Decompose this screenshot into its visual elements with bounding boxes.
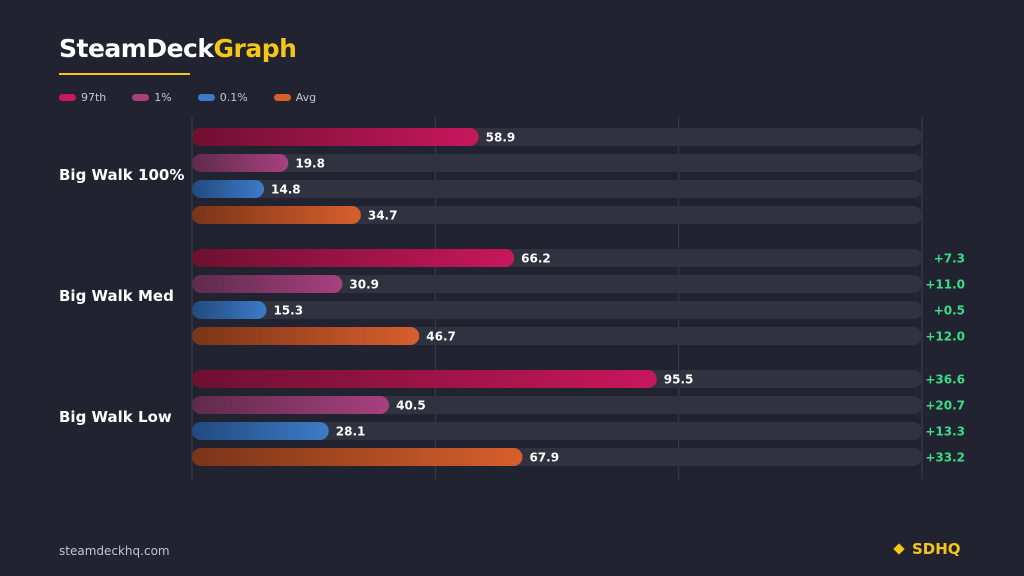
- bar-97th-big-walk-100: [192, 128, 479, 146]
- legend-swatch-97th: [59, 94, 76, 101]
- footer-website: steamdeckhq.com: [59, 544, 170, 558]
- legend-swatch-1pct: [132, 94, 150, 101]
- legend-item-01pct: 0.1%: [197, 91, 248, 104]
- delta-label: +12.0: [925, 330, 965, 344]
- value-label: 15.3: [273, 304, 303, 318]
- bar-97th-big-walk-low: [192, 370, 657, 388]
- value-label: 30.9: [349, 278, 379, 292]
- bar-track: [192, 301, 922, 319]
- bar-track: [192, 206, 922, 224]
- value-label: 95.5: [664, 373, 694, 387]
- legend-swatch-01pct: [197, 94, 215, 101]
- value-label: 40.5: [396, 399, 426, 413]
- delta-label: +20.7: [925, 399, 965, 413]
- bar-track: [192, 422, 922, 440]
- bar-track: [192, 180, 922, 198]
- legend-swatch-avg: [273, 94, 291, 101]
- legend-label-avg: Avg: [295, 91, 317, 104]
- delta-label: +33.2: [925, 451, 965, 465]
- delta-label: +0.5: [934, 304, 965, 318]
- bar-97th-big-walk-med: [192, 249, 515, 267]
- bar-avg-big-walk-low: [192, 448, 523, 466]
- bar-1-big-walk-low: [192, 396, 390, 414]
- diamond-icon: [893, 543, 905, 555]
- value-label: 28.1: [336, 425, 366, 439]
- bar-avg-big-walk-100: [192, 206, 361, 224]
- value-label: 14.8: [271, 183, 301, 197]
- category-label-big-walk-med: Big Walk Med: [59, 287, 174, 305]
- delta-label: +7.3: [934, 252, 965, 266]
- bar-1-big-walk-med: [192, 275, 343, 293]
- legend-label-01pct: 0.1%: [219, 91, 248, 104]
- bar-1-big-walk-100: [192, 154, 289, 172]
- legend-label-97th: 97th: [81, 91, 107, 104]
- bar-track: [192, 154, 922, 172]
- brand-logo: SDHQ: [893, 540, 961, 558]
- title-underline: [59, 73, 190, 75]
- bar-track: [192, 275, 922, 293]
- delta-label: +11.0: [925, 278, 965, 292]
- legend-item-1pct: 1%: [132, 91, 172, 104]
- legend-item-97th: 97th: [59, 91, 106, 104]
- bar-0-1-big-walk-med: [192, 301, 267, 319]
- bar-0-1-big-walk-100: [192, 180, 265, 198]
- chart-title: SteamDeckGraph: [59, 34, 297, 63]
- bar-avg-big-walk-med: [192, 327, 420, 345]
- legend-label-1pct: 1%: [154, 91, 172, 104]
- value-label: 46.7: [426, 330, 456, 344]
- value-label: 58.9: [486, 131, 516, 145]
- title-part-steamdeck: SteamDeck: [59, 34, 214, 63]
- legend-item-avg: Avg: [273, 91, 317, 104]
- category-label-big-walk-low: Big Walk Low: [59, 408, 172, 426]
- value-label: 66.2: [521, 252, 551, 266]
- title-part-graph: Graph: [213, 34, 297, 63]
- legend: 97th 1% 0.1% Avg: [59, 91, 342, 104]
- category-label-big-walk-100: Big Walk 100%: [59, 166, 184, 184]
- brand-name: SDHQ: [912, 540, 961, 558]
- delta-label: +36.6: [925, 373, 965, 387]
- value-label: 19.8: [295, 157, 325, 171]
- bar-0-1-big-walk-low: [192, 422, 329, 440]
- value-label: 67.9: [529, 451, 559, 465]
- value-label: 34.7: [368, 209, 398, 223]
- delta-label: +13.3: [925, 425, 965, 439]
